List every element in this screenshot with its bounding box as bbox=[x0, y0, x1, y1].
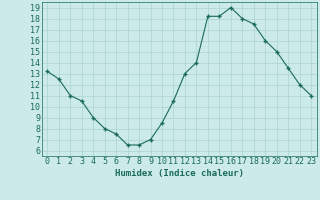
X-axis label: Humidex (Indice chaleur): Humidex (Indice chaleur) bbox=[115, 169, 244, 178]
